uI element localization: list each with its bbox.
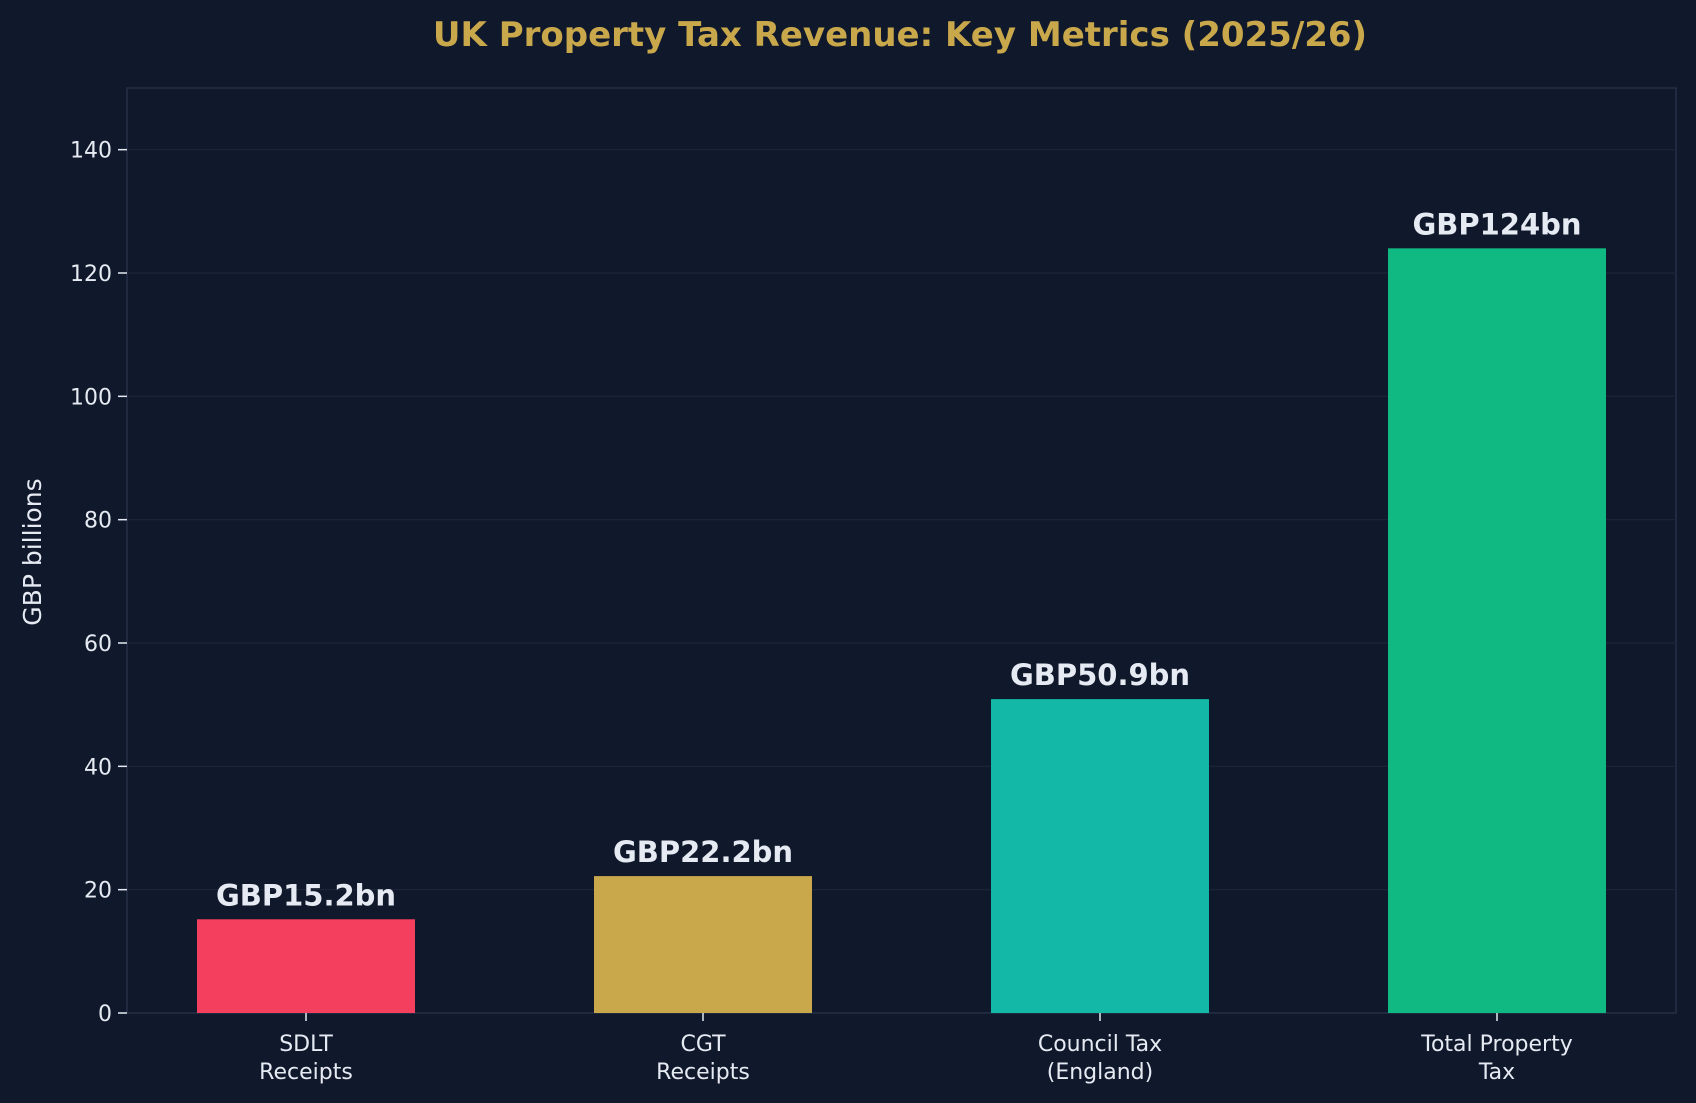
bar-value-label: GBP15.2bn xyxy=(216,878,396,912)
y-tick-label: 100 xyxy=(70,385,112,410)
x-tick-label: Total Property Tax xyxy=(1420,1032,1572,1085)
x-tick-label-line: SDLT xyxy=(279,1032,333,1057)
bar-value-label: GBP50.9bn xyxy=(1010,658,1190,692)
y-tick-label: 0 xyxy=(98,1002,112,1027)
y-tick-label: 140 xyxy=(70,139,112,164)
x-tick-label-line: Receipts xyxy=(259,1060,353,1085)
x-tick-label: SDLT Receipts xyxy=(259,1032,353,1085)
bars xyxy=(197,248,1606,1014)
bar xyxy=(1388,248,1606,1014)
y-tick-label: 60 xyxy=(84,632,112,657)
x-tick-label: Council Tax (England) xyxy=(1038,1032,1162,1085)
x-tick-label-line: Total Property xyxy=(1420,1032,1572,1057)
bar xyxy=(594,876,812,1013)
x-tick-label-line: Council Tax xyxy=(1038,1032,1162,1057)
bar-value-label: GBP22.2bn xyxy=(613,835,793,869)
data-labels: GBP15.2bn GBP22.2bn GBP50.9bn GBP124bn xyxy=(216,207,1582,912)
bar-value-label: GBP124bn xyxy=(1412,207,1581,241)
y-axis: 0 20 40 60 80 100 120 140 xyxy=(70,139,127,1027)
x-tick-label-line: Tax xyxy=(1478,1060,1515,1085)
x-tick-label: CGT Receipts xyxy=(656,1032,750,1085)
bar xyxy=(197,919,415,1013)
y-tick-label: 40 xyxy=(84,755,112,780)
x-tick-label-line: CGT xyxy=(680,1032,726,1057)
bar xyxy=(991,699,1209,1013)
y-tick-label: 80 xyxy=(84,509,112,534)
y-tick-label: 20 xyxy=(84,879,112,904)
x-tick-label-line: Receipts xyxy=(656,1060,750,1085)
x-axis: SDLT Receipts CGT Receipts Council Tax (Engla… xyxy=(259,1013,1573,1085)
x-tick-label-line: (England) xyxy=(1047,1060,1153,1085)
chart-title: UK Property Tax Revenue: Key Metrics (20… xyxy=(433,15,1367,55)
y-tick-label: 120 xyxy=(70,262,112,287)
y-axis-title: GBP billions xyxy=(18,478,47,625)
